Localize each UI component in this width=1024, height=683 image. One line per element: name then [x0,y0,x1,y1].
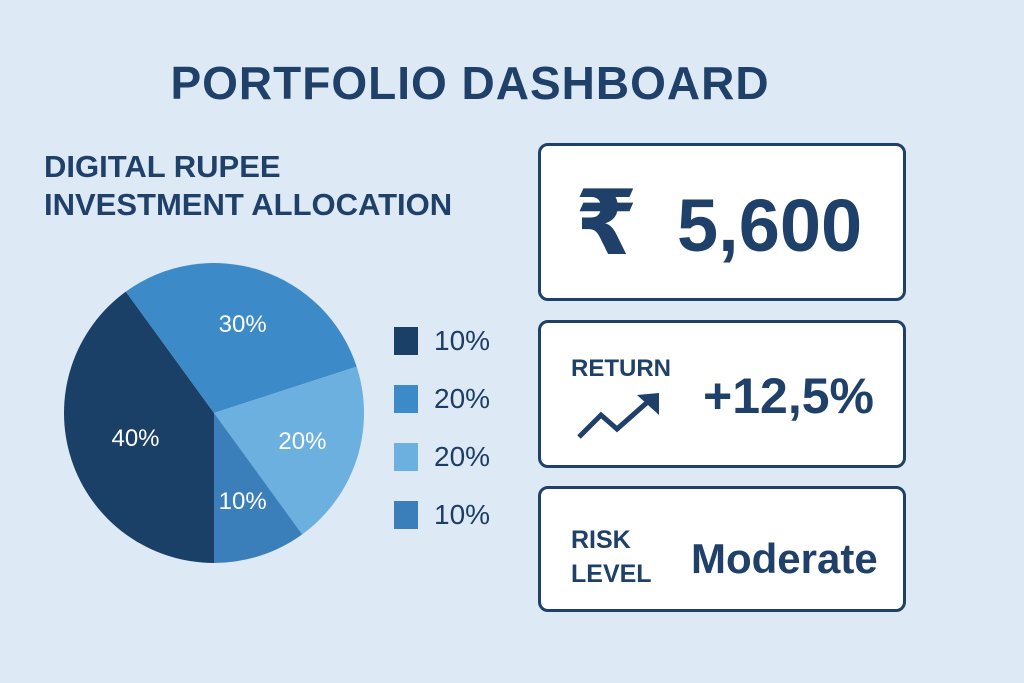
return-card: RETURN +12,5% [538,320,906,468]
pie-legend: 10% 20% 20% 10% [394,312,490,544]
legend-item: 10% [394,486,490,544]
portfolio-value-card: ₹ 5,600 [538,143,906,301]
legend-label: 20% [434,441,491,472]
pie-slice [64,291,214,563]
legend-label: 10% [434,499,491,530]
pie-slice-label: 30% [219,311,267,338]
pie-slice-label: 20% [278,428,326,455]
chart-title-line-1: DIGITAL RUPEE [44,149,281,184]
risk-label-line-1: RISK [571,526,631,554]
rupee-icon: ₹ [575,174,638,274]
pie-slice [214,366,365,535]
pie-slice-label: 40% [111,425,159,452]
risk-label: RISK LEVEL [571,523,652,591]
risk-card: RISK LEVEL Moderate [538,486,906,612]
risk-label-line-2: LEVEL [571,560,652,588]
legend-item: 20% [394,428,490,486]
return-value: +12,5% [703,368,874,424]
trend-up-icon [577,393,659,439]
pie-slice [214,413,303,563]
legend-swatch [394,327,418,355]
legend-label: 20% [434,383,491,414]
chart-title-line-2: INVESTMENT ALLOCATION [44,187,453,222]
chart-title: DIGITAL RUPEE INVESTMENT ALLOCATION [44,148,504,224]
return-label: RETURN [571,355,671,382]
legend-item: 10% [394,312,490,370]
legend-label: 10% [434,325,491,356]
portfolio-amount: 5,600 [677,184,863,267]
page-title: PORTFOLIO DASHBOARD [170,57,770,109]
legend-swatch [394,385,418,413]
risk-level-value: Moderate [691,535,878,582]
legend-item: 20% [394,370,490,428]
legend-swatch [394,443,418,471]
legend-swatch [394,501,418,529]
allocation-pie-chart: 40% 30% 20% 10% [64,263,365,563]
pie-slice-label: 10% [219,488,267,515]
pie-slice [125,263,357,413]
